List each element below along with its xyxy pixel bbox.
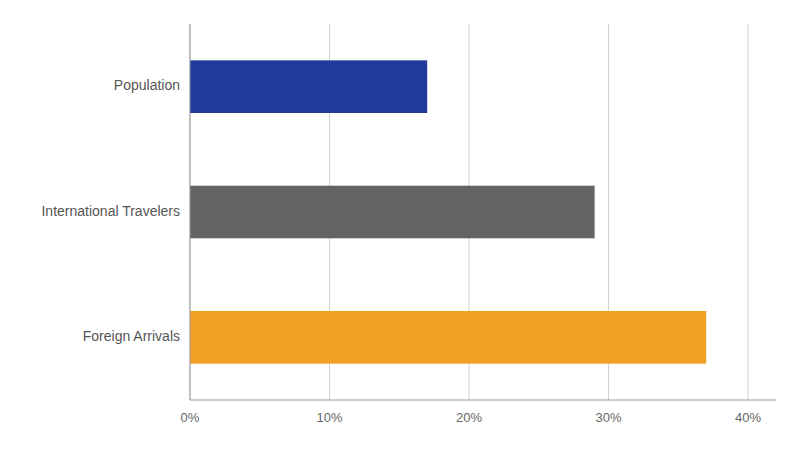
category-label: Population [114, 77, 180, 93]
x-tick-label: 20% [456, 410, 482, 425]
category-label: International Travelers [41, 203, 180, 219]
grid [190, 24, 748, 400]
chart-container: 0% 10% 20% 30% 40% Foreign Arrivals Internatio… [0, 0, 800, 450]
y-ticks: Foreign Arrivals International Travelers P… [41, 77, 180, 344]
grid-line [190, 24, 191, 400]
category-label: Foreign Arrivals [83, 328, 180, 344]
bar [190, 60, 427, 113]
grid-line [748, 24, 749, 400]
bars [190, 60, 706, 363]
chart: 0% 10% 20% 30% 40% Foreign Arrivals Internatio… [0, 0, 800, 450]
x-tick-label: 0% [181, 410, 200, 425]
x-tick-label: 40% [735, 410, 761, 425]
bar [190, 311, 706, 364]
x-axis-line [190, 400, 776, 401]
x-ticks: 0% 10% 20% 30% 40% [181, 410, 762, 425]
bar [190, 186, 595, 239]
x-tick-label: 10% [317, 410, 343, 425]
zero-line [190, 24, 191, 400]
x-tick-label: 30% [596, 410, 622, 425]
